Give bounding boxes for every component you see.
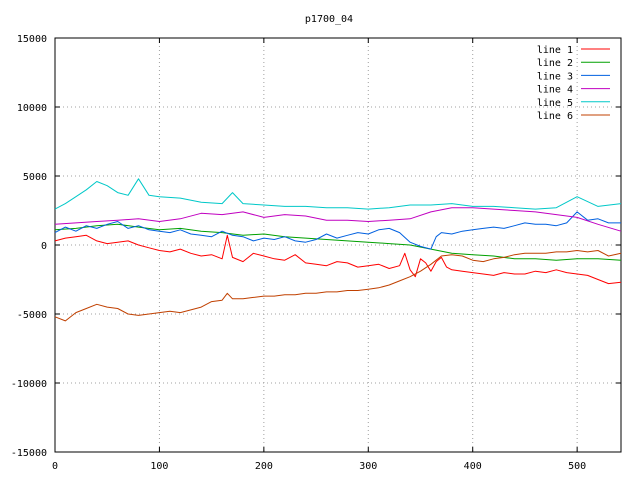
x-tick-label: 200 xyxy=(255,461,273,472)
x-tick-label: 500 xyxy=(568,461,586,472)
series-line-2 xyxy=(54,223,622,261)
y-tick-label: -10000 xyxy=(11,379,47,390)
x-tick-label: 0 xyxy=(52,461,58,472)
grid xyxy=(55,38,621,452)
legend: line 1 line 2 line 3 line 4 line 5 line 6 xyxy=(537,45,610,122)
series-lines xyxy=(54,178,622,322)
series-line-1 xyxy=(54,234,622,285)
series-line-5 xyxy=(54,178,622,210)
series-line-6 xyxy=(54,250,622,322)
x-tick-label: 400 xyxy=(464,461,482,472)
y-tick-label: 0 xyxy=(41,241,47,252)
legend-label: line 1 xyxy=(537,45,573,56)
legend-label: line 6 xyxy=(537,111,573,122)
legend-label: line 2 xyxy=(537,58,573,69)
y-tick-label: -15000 xyxy=(11,448,47,459)
y-tick-label: 10000 xyxy=(17,103,47,114)
series-line-4 xyxy=(54,207,622,232)
y-tick-label: -5000 xyxy=(17,310,47,321)
legend-label: line 4 xyxy=(537,85,573,96)
series-line-3 xyxy=(54,211,621,250)
chart-title: p1700_04 xyxy=(305,14,353,25)
x-tick-label: 100 xyxy=(150,461,168,472)
legend-label: line 5 xyxy=(537,98,573,109)
y-tick-label: 15000 xyxy=(17,34,47,45)
y-tick-label: 5000 xyxy=(23,172,47,183)
legend-label: line 3 xyxy=(537,71,573,82)
axes: 0 100 200 300 400 500 -15000 -10000 -5000 0 5000 10… xyxy=(11,34,622,472)
x-tick-label: 300 xyxy=(359,461,377,472)
